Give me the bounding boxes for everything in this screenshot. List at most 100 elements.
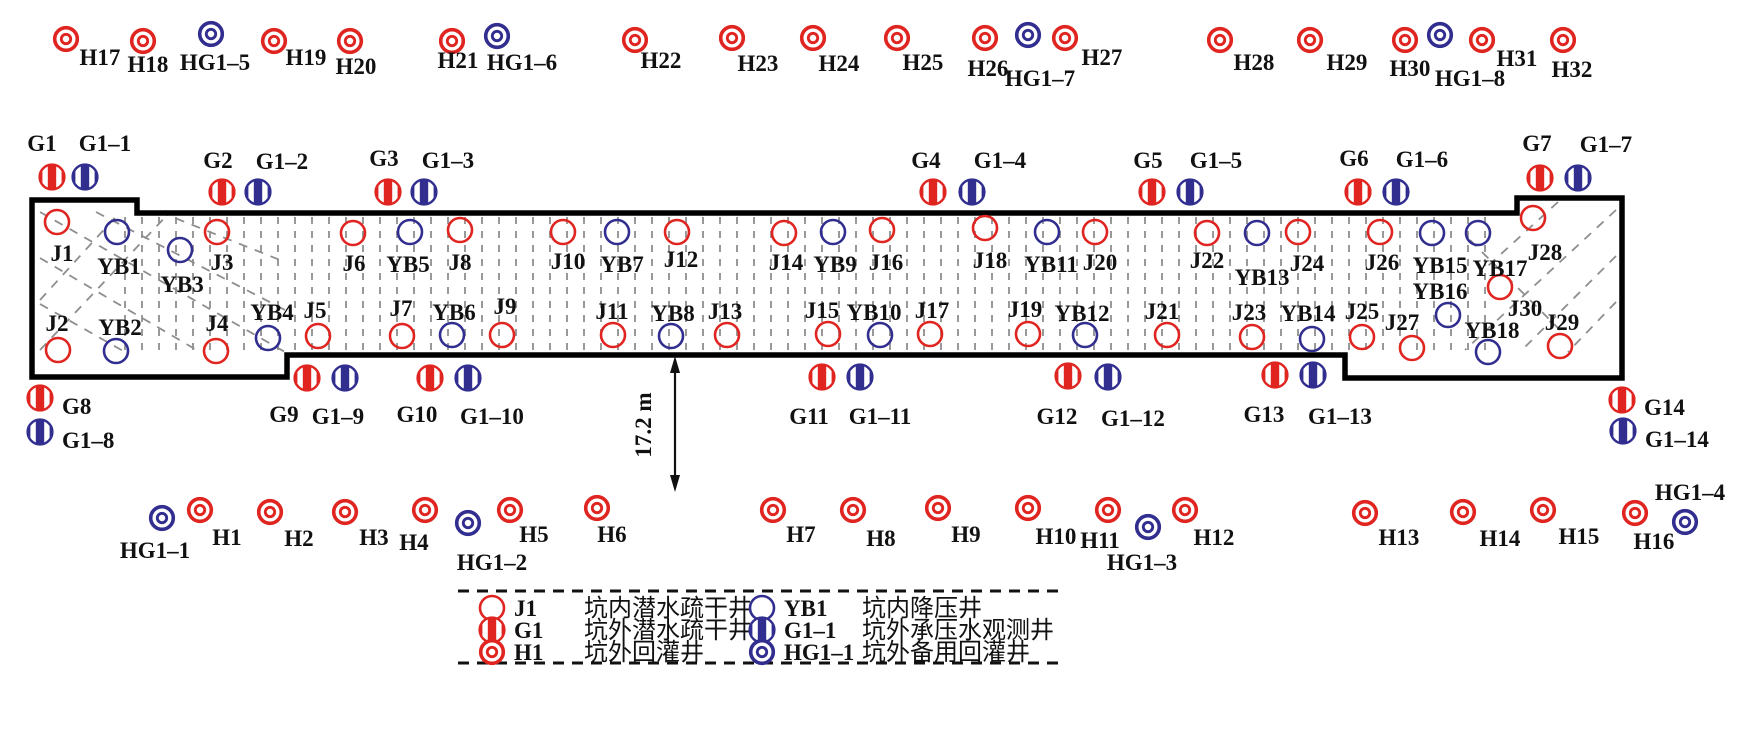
well-marker-YB13 [1243,219,1271,247]
legend-desc-HG1–1: 坑外备用回灌井 [862,639,1030,666]
well-marker-G1–11 [847,364,873,390]
well-label-H11: H11 [1080,528,1120,553]
well-marker-J20 [1081,218,1109,246]
well-marker-G5 [1139,179,1165,205]
well-marker-J7 [388,322,416,350]
well-label-YB4: YB4 [250,300,294,325]
well-marker-J27 [1398,334,1426,362]
well-label-H27: H27 [1082,45,1123,70]
well-marker-H5 [496,496,524,524]
well-marker-HG1–4 [1671,508,1699,536]
well-label-J16: J16 [869,250,904,275]
well-marker-J6 [339,219,367,247]
well-label-G10: G10 [397,402,438,427]
well-marker-G1–7 [1565,165,1591,191]
well-marker-YB15 [1418,219,1446,247]
dimension-annotation: 17.2 m [631,356,680,492]
well-marker-J5 [304,322,332,350]
well-marker-J15 [814,320,842,348]
well-label-HG1–4: HG1–4 [1655,480,1726,505]
well-label-G1–12: G1–12 [1101,406,1165,431]
well-label-H17: H17 [80,45,121,70]
well-label-G9: G9 [269,402,298,427]
well-marker-G1 [39,164,65,190]
well-marker-H11 [1094,496,1122,524]
well-marker-J22 [1193,219,1221,247]
well-marker-H2 [256,498,284,526]
hatch-line-diagonal [1519,255,1617,353]
well-marker-G10 [417,365,443,391]
well-marker-J17 [916,320,944,348]
well-label-H8: H8 [866,526,895,551]
well-marker-J19 [1014,320,1042,348]
well-label-G1–13: G1–13 [1308,404,1372,429]
well-label-YB13: YB13 [1235,265,1290,290]
well-marker-G13 [1262,362,1288,388]
well-label-H22: H22 [641,48,682,73]
well-marker-H30 [1391,26,1419,54]
legend: J1 坑内潜水疏干井 YB1 坑内降压井 G1 坑外潜水疏干井 G1–1 坑外承压水观测井 H1… [458,589,1062,666]
well-label-YB6: YB6 [432,300,475,325]
well-label-H24: H24 [819,51,860,76]
hatch-line-diagonal [39,211,171,351]
well-marker-H24 [799,24,827,52]
well-label-H15: H15 [1559,524,1600,549]
well-labels: H17 H18 HG1–5 H19 H20 H21 HG1–6 H22 H23 H24 H25 H26… [27,45,1725,575]
well-marker-G1–2 [245,179,271,205]
well-label-H10: H10 [1036,524,1077,549]
well-label-G7: G7 [1522,131,1551,156]
well-marker-H27 [1051,24,1079,52]
well-label-H20: H20 [336,54,377,79]
well-label-H28: H28 [1234,50,1275,75]
well-marker-H1 [186,496,214,524]
well-marker-HG1–7 [1014,21,1042,49]
well-label-J11: J11 [595,299,628,324]
well-label-J8: J8 [449,250,472,275]
well-label-HG1–7: HG1–7 [1005,66,1075,91]
well-label-H2: H2 [284,526,313,551]
well-label-G1–1: G1–1 [79,131,131,156]
well-marker-J2 [44,336,72,364]
well-marker-H17 [52,25,80,53]
well-label-HG1–8: HG1–8 [1435,66,1505,91]
well-label-G11: G11 [789,404,829,429]
well-label-YB9: YB9 [813,252,856,277]
well-label-YB7: YB7 [600,252,643,277]
well-label-H21: H21 [438,48,479,73]
legend-desc-YB1: 坑内降压井 [862,595,982,622]
hatch-line-diagonal [1464,209,1617,351]
well-label-G8: G8 [62,394,91,419]
well-label-H1: H1 [212,525,241,550]
well-label-G1–14: G1–14 [1645,427,1709,452]
well-label-G1–2: G1–2 [256,149,308,174]
well-label-H26: H26 [968,56,1009,81]
well-marker-H32 [1549,26,1577,54]
well-label-J13: J13 [708,299,743,324]
well-label-H29: H29 [1327,50,1368,75]
hatch-line-diagonal [39,211,286,353]
well-label-G6: G6 [1339,146,1368,171]
well-marker-H29 [1296,26,1324,54]
well-label-G12: G12 [1037,404,1078,429]
well-marker-H25 [883,24,911,52]
pit-outline [29,195,1625,381]
well-label-G1–8: G1–8 [62,428,114,453]
well-marker-HG1–2 [454,509,482,537]
well-label-J26: J26 [1365,250,1400,275]
well-label-H6: H6 [597,522,626,547]
well-marker-YB2 [102,337,130,365]
well-label-G1–10: G1–10 [460,404,524,429]
well-marker-J23 [1238,323,1266,351]
well-label-H12: H12 [1194,525,1235,550]
well-label-HG1–5: HG1–5 [180,50,250,75]
well-label-YB2: YB2 [98,315,141,340]
well-label-J25: J25 [1345,299,1380,324]
well-marker-J13 [713,321,741,349]
well-marker-YB18 [1474,338,1502,366]
well-marker-G1–12 [1095,364,1121,390]
well-marker-H6 [583,494,611,522]
legend-symbol-H1 [478,638,506,666]
well-marker-J9 [488,321,516,349]
well-label-H18: H18 [128,52,169,77]
well-label-J27: J27 [1385,310,1420,335]
